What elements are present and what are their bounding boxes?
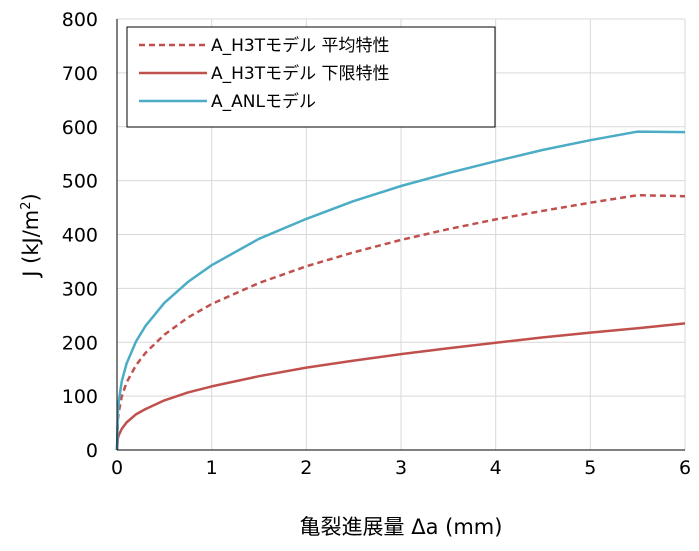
y-tick-label: 800: [62, 9, 98, 31]
series-line-1: [115, 193, 686, 451]
y-tick-label: 100: [62, 386, 98, 408]
series-line-2: [115, 322, 686, 451]
y-tick-label: 700: [62, 63, 98, 85]
x-tick-label: 6: [679, 457, 691, 479]
x-tick-label: 4: [490, 457, 502, 479]
y-axis-title: J (kJ/m2): [19, 193, 43, 278]
legend-label-1: A_H3Tモデル 平均特性: [211, 35, 390, 56]
y-tick-label: 400: [62, 225, 98, 247]
y-axis-title-main: J (kJ/m: [19, 210, 43, 279]
x-tick-label: 5: [584, 457, 596, 479]
y-tick-label: 600: [62, 117, 98, 139]
y-axis-title-close: ): [19, 193, 43, 201]
x-tick-label: 2: [300, 457, 312, 479]
y-axis-title-sup: 2: [19, 201, 34, 209]
x-axis-title: 亀裂進展量 Δa (mm): [300, 515, 503, 539]
y-tick-label: 300: [62, 278, 98, 300]
y-tick-label: 500: [62, 171, 98, 193]
legend-box: [126, 26, 496, 128]
legend-label-2: A_H3Tモデル 下限特性: [211, 63, 390, 84]
axes: [116, 19, 685, 451]
tick-labels: 0 1 2 3 4 5 6 0 100 200 300 400 500 600 700 800: [62, 9, 691, 479]
legend: A_H3Tモデル 平均特性 A_H3Tモデル 下限特性 A_ANLモデル: [126, 26, 496, 128]
x-tick-label: 3: [395, 457, 407, 479]
y-tick-label: 200: [62, 332, 98, 354]
y-tick-label: 0: [86, 440, 98, 462]
legend-label-3: A_ANLモデル: [211, 91, 316, 112]
x-tick-label: 1: [206, 457, 218, 479]
series-lines: [115, 130, 686, 451]
series-line-3: [115, 130, 686, 451]
x-tick-label: 0: [111, 457, 123, 479]
